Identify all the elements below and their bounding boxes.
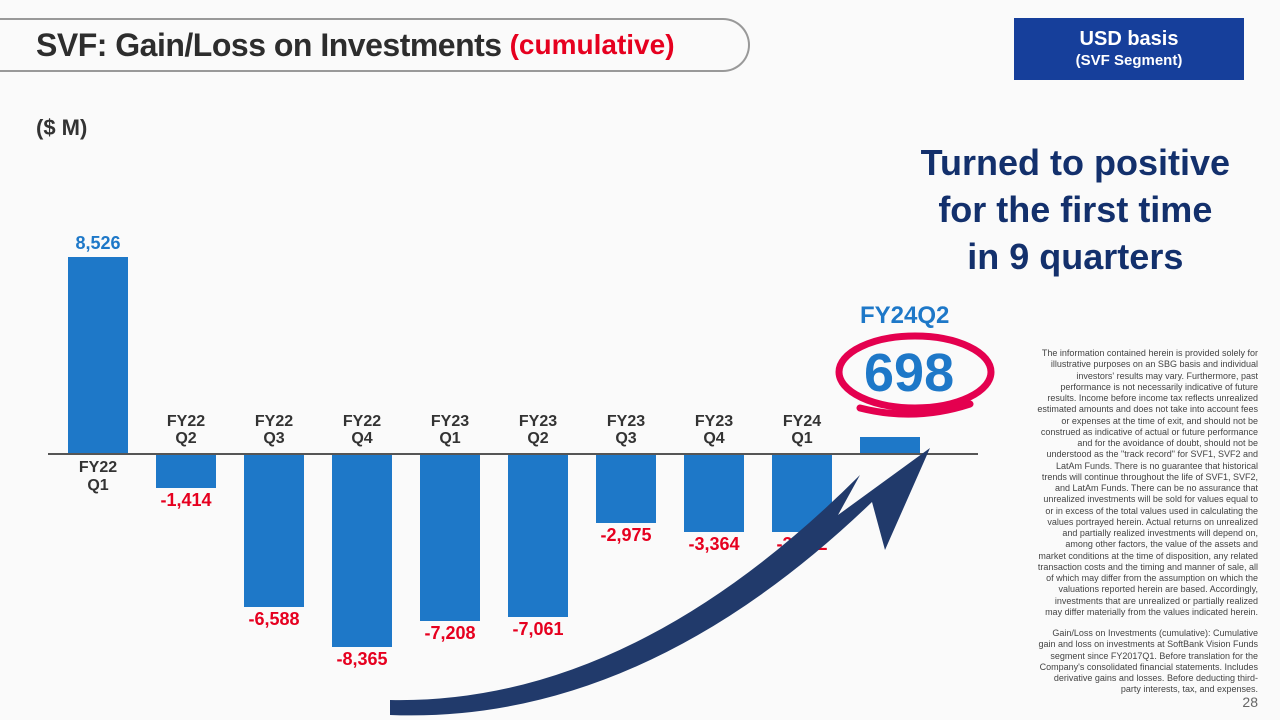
bar — [156, 455, 216, 488]
bar-period-label: FY23Q3 — [586, 413, 666, 448]
segment-badge: USD basis (SVF Segment) — [1014, 18, 1244, 80]
bar — [508, 455, 568, 617]
disclaimer-p2: Gain/Loss on Investments (cumulative): C… — [1036, 628, 1258, 696]
bar — [332, 455, 392, 647]
bar-period-label: FY22Q2 — [146, 413, 226, 448]
title-main: SVF: Gain/Loss on Investments — [36, 27, 502, 64]
badge-line2: (SVF Segment) — [1014, 52, 1244, 71]
bar-chart: FY22Q18,526FY22Q2-1,414FY22Q3-6,588FY22Q… — [48, 453, 978, 454]
title-bar: SVF: Gain/Loss on Investments (cumulativ… — [0, 18, 750, 72]
bar — [684, 455, 744, 532]
headline-text: Turned to positivefor the first timein 9… — [921, 140, 1230, 280]
bar-value-label: -6,588 — [229, 609, 319, 630]
bar-value-label: -1,414 — [141, 490, 231, 511]
bar-value-label: -3,364 — [669, 534, 759, 555]
bar — [860, 437, 920, 453]
bar-value-label: -7,061 — [493, 619, 583, 640]
highlight-value: 698 — [864, 342, 954, 404]
bar-period-label: FY22Q4 — [322, 413, 402, 448]
bar-value-label: -3,352 — [757, 534, 847, 555]
bar-value-label: -2,975 — [581, 525, 671, 546]
bar — [68, 257, 128, 453]
bar-value-label: -7,208 — [405, 623, 495, 644]
bar-value-label: 8,526 — [53, 233, 143, 254]
title-accent: (cumulative) — [510, 29, 675, 61]
bar-period-label: FY22Q1 — [58, 459, 138, 494]
page-number: 28 — [1242, 694, 1258, 710]
bar-period-label: FY23Q4 — [674, 413, 754, 448]
bar — [420, 455, 480, 621]
bar-period-label: FY23Q2 — [498, 413, 578, 448]
badge-line1: USD basis — [1014, 27, 1244, 52]
bar-period-label: FY22Q3 — [234, 413, 314, 448]
disclaimer-p1: The information contained herein is prov… — [1036, 348, 1258, 618]
unit-label: ($ M) — [36, 115, 87, 141]
bar-period-label: FY23Q1 — [410, 413, 490, 448]
bar — [772, 455, 832, 532]
highlight-period: FY24Q2 — [860, 302, 949, 330]
disclaimer-text: The information contained herein is prov… — [1036, 348, 1258, 696]
bar — [244, 455, 304, 607]
bar-value-label: -8,365 — [317, 649, 407, 670]
bar — [596, 455, 656, 523]
